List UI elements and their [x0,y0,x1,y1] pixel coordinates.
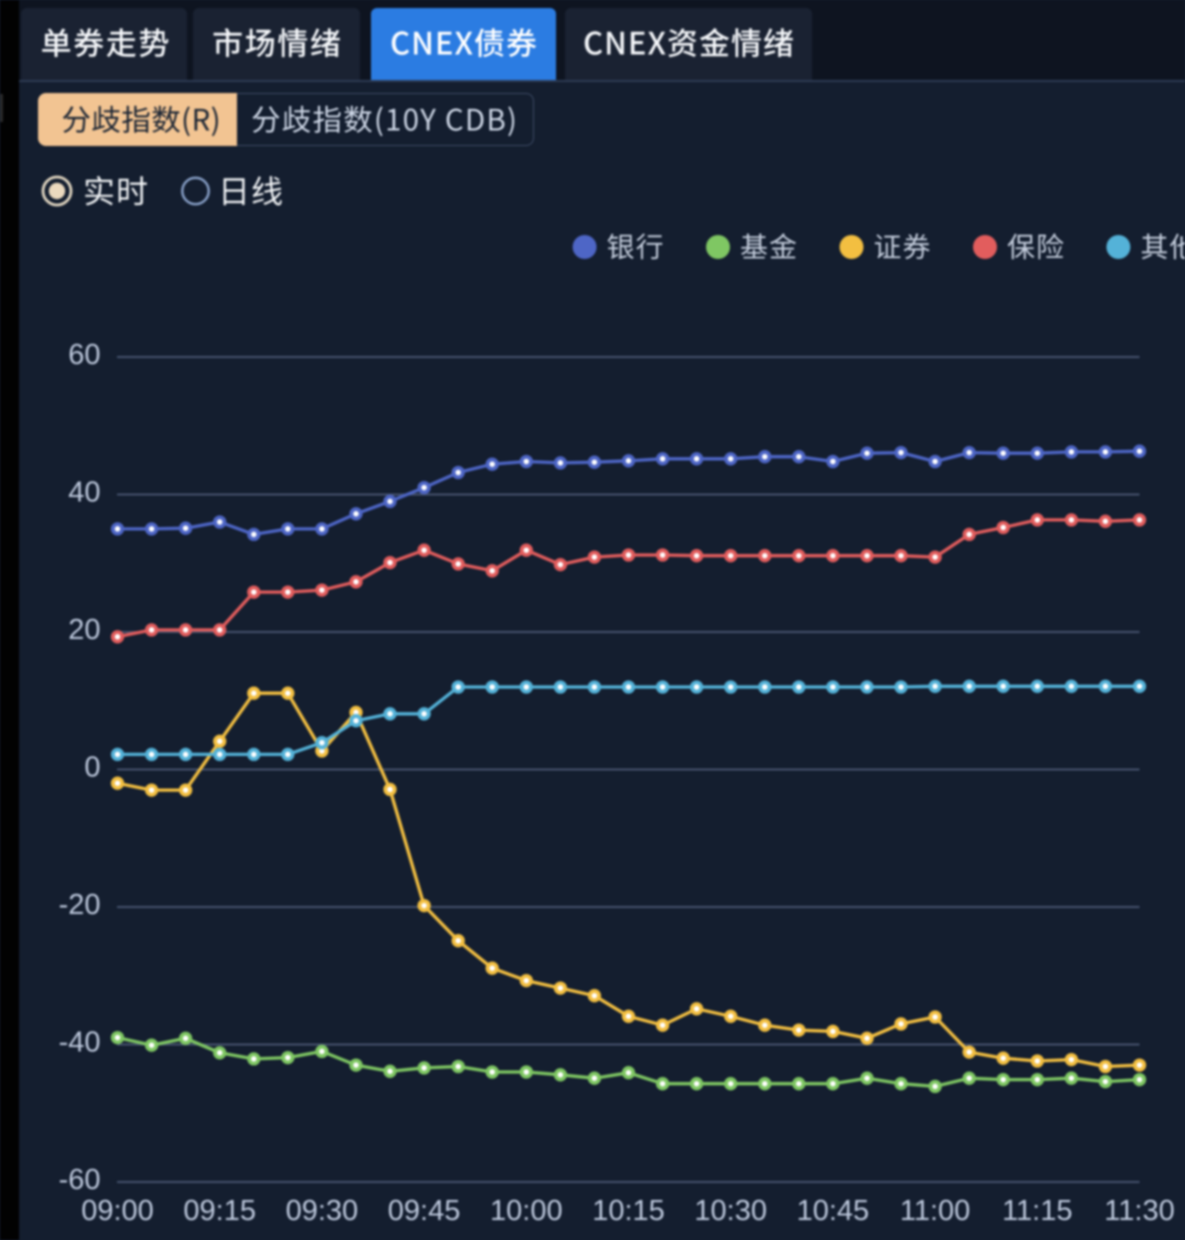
svg-text:-40: -40 [59,1027,101,1059]
svg-text:11:00: 11:00 [900,1195,970,1227]
svg-text:11:15: 11:15 [1002,1195,1072,1227]
svg-text:11:30: 11:30 [1104,1195,1174,1227]
svg-text:10:45: 10:45 [797,1195,870,1227]
svg-text:09:30: 09:30 [286,1195,359,1227]
svg-text:09:00: 09:00 [81,1195,154,1227]
svg-text:09:45: 09:45 [388,1195,461,1227]
svg-text:40: 40 [68,477,100,509]
svg-text:20: 20 [68,614,100,646]
svg-text:10:00: 10:00 [490,1195,563,1227]
svg-text:-60: -60 [59,1164,101,1196]
svg-text:10:30: 10:30 [694,1195,767,1227]
svg-text:0: 0 [84,752,100,784]
svg-text:09:15: 09:15 [183,1195,256,1227]
svg-text:10:15: 10:15 [592,1195,665,1227]
svg-text:-20: -20 [59,889,101,921]
svg-text:60: 60 [68,339,100,371]
